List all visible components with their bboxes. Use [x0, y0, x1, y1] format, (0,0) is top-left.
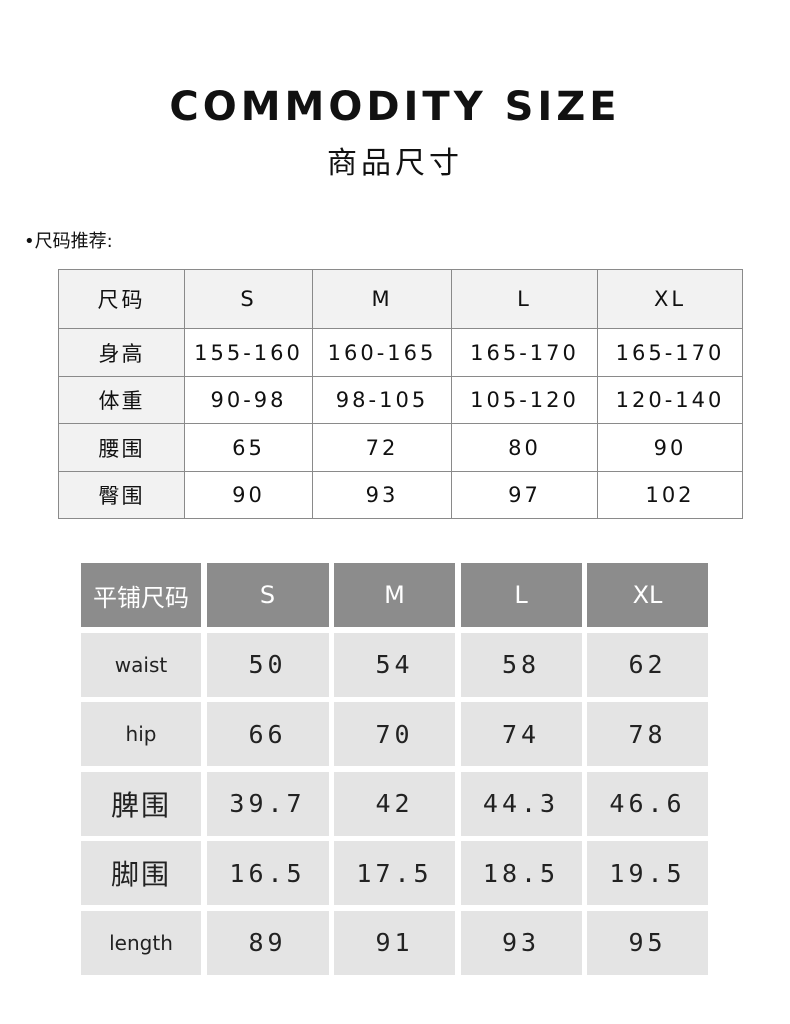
table-cell: 93: [460, 910, 582, 975]
row-label: 脚围: [81, 841, 201, 905]
row-label: waist: [81, 632, 201, 697]
table-cell: 98-105: [312, 376, 452, 424]
table-cell: 39.7: [206, 771, 329, 836]
column-header: L: [460, 563, 582, 627]
table-cell: 93: [312, 471, 452, 519]
row-label: 腰围: [58, 423, 185, 472]
table-cell: 66: [206, 702, 329, 766]
column-header: M: [312, 269, 452, 329]
table-cell: 46.6: [587, 771, 708, 836]
table-cell: 105-120: [451, 376, 598, 424]
table-cell: 95: [587, 910, 708, 975]
table-row: 身高 155-160 160-165 165-170 165-170: [58, 328, 743, 377]
table-cell: 90-98: [184, 376, 313, 424]
row-label: 体重: [58, 376, 185, 424]
row-label: hip: [81, 702, 201, 766]
table-cell: 72: [312, 423, 452, 472]
table-cell: 74: [460, 702, 582, 766]
table-cell: 80: [451, 423, 598, 472]
table-cell: 65: [184, 423, 313, 472]
table-cell: 19.5: [587, 841, 708, 905]
table-cell: 120-140: [597, 376, 743, 424]
table-cell: 17.5: [334, 841, 455, 905]
table-cell: 90: [597, 423, 743, 472]
row-label: 脾围: [81, 771, 201, 836]
table-cell: 155-160: [184, 328, 313, 377]
page-title: COMMODITY SIZE: [169, 84, 621, 130]
table-cell: 90: [184, 471, 313, 519]
table-cell: 89: [206, 910, 329, 975]
table-row: 腰围 65 72 80 90: [58, 423, 743, 472]
column-header: 平铺尺码: [81, 563, 201, 627]
table-cell: 62: [587, 632, 708, 697]
table-cell: 58: [460, 632, 582, 697]
table-cell: 54: [334, 632, 455, 697]
table-row: 体重 90-98 98-105 105-120 120-140: [58, 376, 743, 424]
column-header: L: [451, 269, 598, 329]
column-header: XL: [597, 269, 743, 329]
page-subtitle: 商品尺寸: [327, 146, 463, 181]
row-label: 身高: [58, 328, 185, 377]
size-recommend-table: 尺码 S M L XL 身高 155-160 160-165 165-170 165-170 体重 9…: [58, 269, 743, 519]
table-cell: 70: [334, 702, 455, 766]
flat-size-table: 平铺尺码 S M L XL waist 50 54 58 62 hip 66 70 74 78 脾围 39.7 4…: [81, 563, 708, 975]
table-cell: 50: [206, 632, 329, 697]
table-cell: 165-170: [597, 328, 743, 377]
column-header: 尺码: [58, 269, 185, 329]
recommend-note: •尺码推荐:: [24, 231, 113, 252]
table-cell: 102: [597, 471, 743, 519]
table-header-row: 尺码 S M L XL: [58, 269, 743, 329]
column-header: M: [334, 563, 455, 627]
table-cell: 42: [334, 771, 455, 836]
column-header: S: [184, 269, 313, 329]
table-cell: 91: [334, 910, 455, 975]
table-cell: 97: [451, 471, 598, 519]
table-cell: 44.3: [460, 771, 582, 836]
table-cell: 18.5: [460, 841, 582, 905]
row-label: length: [81, 910, 201, 975]
table-row: 臀围 90 93 97 102: [58, 471, 743, 519]
table-cell: 160-165: [312, 328, 452, 377]
table-cell: 78: [587, 702, 708, 766]
row-label: 臀围: [58, 471, 185, 519]
table-cell: 16.5: [206, 841, 329, 905]
column-header: XL: [587, 563, 708, 627]
table-cell: 165-170: [451, 328, 598, 377]
column-header: S: [206, 563, 329, 627]
